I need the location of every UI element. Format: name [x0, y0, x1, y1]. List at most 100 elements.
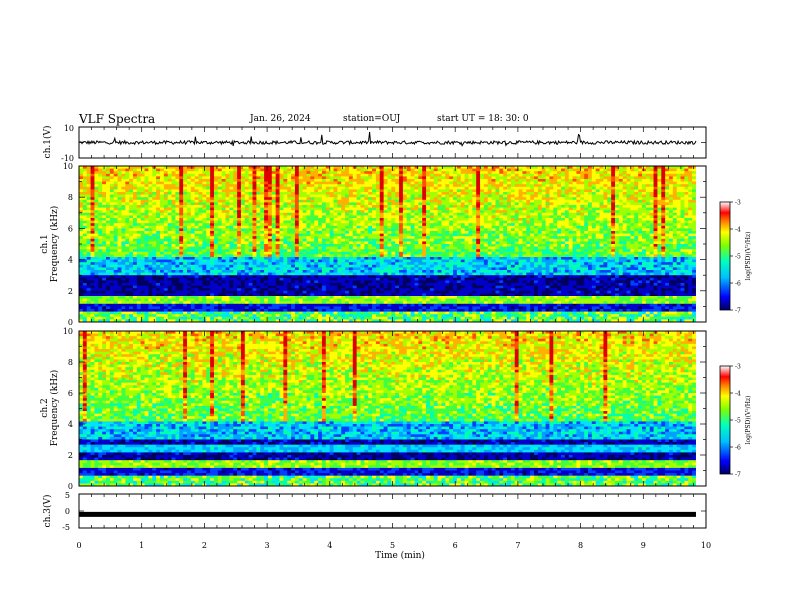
spectrogram-cell — [240, 184, 246, 188]
spectrogram-cell — [526, 171, 531, 175]
spectrogram-cell — [129, 186, 134, 190]
spectrogram-cell — [534, 168, 539, 172]
spectrogram-cell — [514, 184, 520, 188]
spectrogram-cell — [159, 173, 165, 177]
spectrogram-cell — [132, 166, 138, 170]
spectrogram-cell — [418, 171, 423, 175]
spectrogram-cell — [572, 186, 577, 190]
spectrogram-cell — [202, 173, 207, 177]
spectrogram-cell — [163, 184, 169, 188]
spectrogram-cell — [622, 189, 628, 193]
spectrogram-cell — [387, 181, 392, 185]
spectrogram-cell — [287, 173, 292, 177]
spectrogram-cell — [634, 176, 639, 180]
spectrogram-cell — [341, 186, 346, 190]
spectrogram-cell — [634, 189, 639, 193]
spectrogram-cell — [171, 171, 176, 175]
spectrogram-cell — [283, 186, 288, 190]
spectrogram-cell — [537, 184, 543, 188]
spectrogram-cell — [264, 173, 269, 177]
spectrogram-cell — [676, 189, 682, 193]
spectrogram-cell — [140, 184, 146, 188]
spectrogram-cell — [549, 176, 554, 180]
spectrogram-cell — [248, 168, 254, 172]
spectrogram-cell — [383, 173, 388, 177]
spectrogram-cell — [672, 179, 678, 183]
spectrogram-cell — [387, 189, 392, 193]
spectrogram-cell — [591, 173, 597, 177]
spectrogram-cell — [611, 168, 616, 172]
spectrogram-cell — [294, 186, 300, 190]
spectrogram-cell — [614, 184, 620, 188]
spectrogram-cell — [665, 166, 670, 170]
spectrogram-cell — [345, 168, 350, 172]
spectrogram-cell — [422, 176, 427, 180]
spectrogram-cell — [441, 173, 446, 177]
spectrogram-cell — [279, 186, 284, 190]
spectrogram-cell — [672, 168, 678, 172]
spectrogram-cell — [86, 192, 92, 196]
spectrogram-cell — [383, 179, 388, 183]
spectrogram-cell — [576, 166, 581, 170]
spectrogram-cell — [86, 186, 92, 190]
spectrogram-cell — [79, 173, 84, 177]
spectrogram-cell — [603, 184, 608, 188]
spectrogram-cell — [379, 166, 385, 170]
spectrogram-cell — [645, 179, 651, 183]
spectrogram-cell — [294, 184, 300, 188]
spectrogram-cell — [684, 173, 689, 177]
ch1-waveform-ticks — [78, 126, 707, 159]
spectrogram-cell — [213, 189, 219, 193]
spectrogram-cell — [464, 181, 469, 185]
spectrogram-cell — [672, 189, 678, 193]
spectrogram-cell — [464, 186, 469, 190]
spectrogram-cell — [82, 176, 88, 180]
spectrogram-cell — [572, 171, 577, 175]
spectrogram-cell — [665, 181, 670, 185]
spectrogram-cell — [163, 166, 169, 170]
spectrogram-cell — [217, 166, 223, 170]
spectrogram-cell — [206, 184, 211, 188]
spectrogram-cell — [233, 171, 238, 175]
spectrogram-cell — [325, 166, 331, 170]
spectrogram-cell — [480, 186, 485, 190]
spectrogram-cell — [653, 173, 658, 177]
spectrogram-cell — [526, 176, 531, 180]
spectrogram-cell — [568, 173, 574, 177]
spectrogram-cell — [460, 176, 466, 180]
spectrogram-cell — [244, 168, 250, 172]
spectrogram-cell — [595, 179, 601, 183]
spectrogram-cell — [314, 168, 319, 172]
spectrogram-cell — [680, 181, 685, 185]
spectrogram-cell — [264, 166, 269, 170]
spectrogram-cell — [144, 176, 149, 180]
spectrogram-cell — [202, 186, 207, 190]
spectrogram-cell — [167, 184, 173, 188]
spectrogram-cell — [210, 186, 215, 190]
spectrogram-cell — [676, 181, 682, 185]
spectrogram-cell — [267, 176, 273, 180]
spectrogram-cell — [237, 168, 242, 172]
spectrogram-cell — [329, 166, 334, 170]
spectrogram-cell — [676, 173, 682, 177]
spectrogram-cell — [599, 171, 604, 175]
spectrogram-cell — [121, 171, 126, 175]
spectrogram-cell — [487, 171, 493, 175]
spectrogram-cell — [426, 181, 431, 185]
spectrogram-cell — [333, 184, 338, 188]
spectrogram-cell — [167, 181, 173, 185]
spectrogram-cell — [136, 166, 142, 170]
spectrogram-cell — [480, 184, 485, 188]
spectrogram-cell — [94, 181, 99, 185]
spectrogram-cell — [564, 186, 570, 190]
spectrogram-cell — [183, 166, 188, 170]
spectrogram-cell — [279, 173, 284, 177]
spectrogram-cell — [333, 181, 338, 185]
spectrogram-cell — [649, 186, 655, 190]
spectrogram-cell — [333, 186, 338, 190]
spectrogram-cell — [661, 173, 666, 177]
spectrogram-cell — [252, 173, 257, 177]
spectrogram-cell — [641, 179, 647, 183]
spectrogram-cell — [318, 171, 323, 175]
spectrogram-cell — [549, 186, 554, 190]
